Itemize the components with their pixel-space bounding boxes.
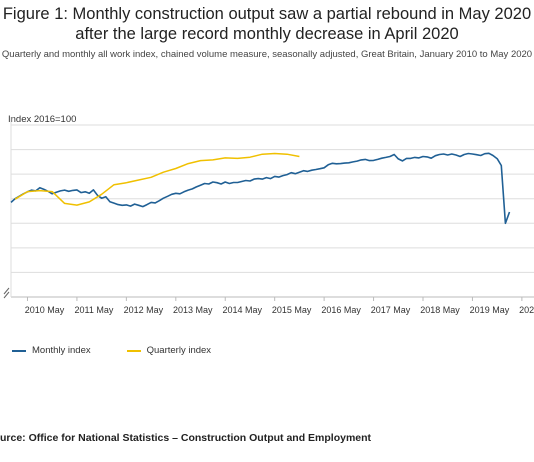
legend-label-monthly: Monthly index	[32, 345, 91, 356]
x-tick-label: 2014 May	[222, 305, 262, 315]
x-tick-label: 2011 May	[74, 305, 113, 315]
x-tick-label: 2019 May	[470, 305, 510, 315]
x-tick-label: 2013 May	[173, 305, 213, 315]
series-line-monthly	[10, 152, 511, 225]
x-tick-label: 2012 May	[124, 305, 164, 315]
legend-item-quarterly: Quarterly index	[126, 345, 212, 356]
x-tick-label: 2017 May	[371, 305, 411, 315]
legend-swatch-quarterly	[126, 349, 141, 352]
legend-item-monthly: Monthly index	[12, 345, 91, 356]
x-tick-labels: 2010 May 2011 May 2012 May 2013 May 2014 May…	[25, 297, 534, 315]
series-line-quarterly	[14, 152, 300, 206]
x-tick-label: 2015 May	[272, 305, 312, 315]
x-tick-label: 2010 May	[25, 305, 65, 315]
legend-label-quarterly: Quarterly index	[146, 345, 212, 356]
legend: Monthly index Quarterly index	[12, 345, 247, 356]
chart-subtitle: Quarterly and monthly all work index, ch…	[1, 49, 533, 60]
gridlines	[11, 124, 534, 273]
legend-swatch-monthly	[12, 349, 26, 352]
x-tick-label: 2016 May	[321, 305, 361, 315]
series-lines	[10, 152, 511, 225]
chart-title: Figure 1: Monthly construction output sa…	[2, 5, 532, 43]
x-tick-label: 2018 May	[420, 305, 460, 315]
y-axis-label: Index 2016=100	[8, 114, 77, 125]
x-axis	[3, 117, 534, 299]
axis-break-icon	[3, 287, 10, 299]
source-note: urce: Office for National Statistics – C…	[0, 432, 372, 444]
x-tick-label: 2020 May	[519, 305, 534, 315]
